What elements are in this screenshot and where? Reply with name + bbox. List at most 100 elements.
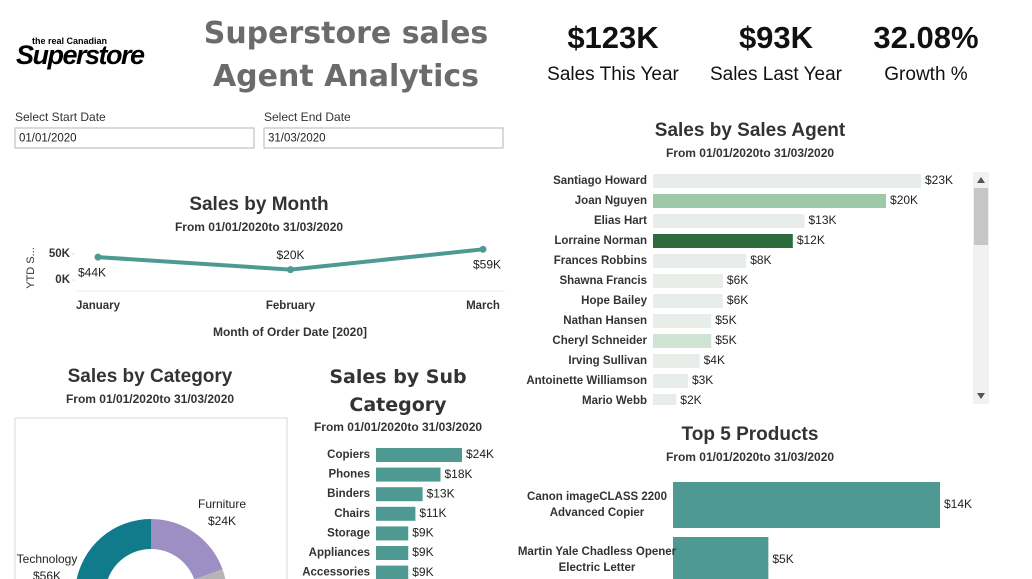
y-tick-label: 0K — [55, 274, 70, 286]
bar-label: Santiago Howard — [553, 175, 647, 187]
logo-tagline: the real Canadian — [32, 36, 108, 46]
slice-value: $24K — [208, 514, 236, 528]
kpi-value: $123K — [567, 20, 659, 55]
page-title: Superstore sales Agent Analytics — [203, 16, 489, 94]
value-label: $20K — [890, 193, 918, 207]
kpi-value: 32.08% — [873, 20, 978, 55]
scrollbar[interactable] — [973, 172, 989, 404]
bar-label: Elias Hart — [594, 215, 647, 227]
filter-value: 01/01/2020 — [19, 133, 77, 145]
bar-label: Chairs — [334, 508, 370, 520]
donut-slice — [76, 519, 151, 579]
filter-value: 31/03/2020 — [268, 133, 326, 145]
point — [479, 245, 487, 253]
bar-label: Shawna Francis — [559, 275, 647, 287]
value-label: $13K — [808, 213, 836, 227]
kpi-value: $93K — [739, 20, 814, 55]
bar-label: Martin Yale Chadless Opener Electric Let… — [517, 546, 677, 574]
value-label: $4K — [704, 353, 725, 367]
x-tick-label: March — [466, 300, 500, 312]
filter-label: Select Start Date — [15, 110, 106, 124]
logo: Superstore — [16, 40, 145, 70]
bar-label: Lorraine Norman — [554, 235, 647, 247]
value-label: $5K — [715, 313, 736, 327]
bar — [376, 467, 441, 482]
value-label: $9K — [412, 545, 433, 559]
bar — [653, 194, 887, 208]
kpi-label: Growth % — [884, 64, 968, 85]
bar-label: Mario Webb — [582, 395, 647, 407]
bar-label: Appliances — [309, 547, 370, 559]
bar — [673, 482, 940, 528]
bar-label: Frances Robbins — [554, 255, 647, 267]
x-tick-label: February — [266, 300, 316, 312]
date-input[interactable] — [14, 127, 255, 149]
value-label: $9K — [412, 565, 433, 579]
bar-label: Binders — [327, 488, 370, 500]
value-label: $3K — [692, 373, 713, 387]
bar — [376, 506, 416, 521]
value-label: $11K — [419, 506, 446, 520]
chart-title: Sales by Month — [189, 194, 328, 215]
bar — [653, 374, 688, 388]
value-label: $5K — [772, 552, 793, 566]
scroll-up[interactable] — [977, 177, 985, 183]
category-frame — [14, 417, 288, 579]
bar — [653, 234, 793, 248]
bar — [653, 354, 700, 368]
bar-label: Copiers — [327, 449, 370, 461]
filter-label: Select End Date — [264, 110, 351, 124]
bar-label: Phones — [328, 469, 370, 481]
chart-subtitle: From 01/01/2020to 31/03/2020 — [314, 420, 482, 434]
point — [287, 266, 294, 274]
bar-label: Irving Sullivan — [568, 355, 647, 367]
point — [94, 253, 102, 261]
bar — [376, 526, 409, 541]
value-label: $6K — [727, 293, 748, 307]
x-tick-label: January — [76, 300, 121, 312]
kpi-label: Sales This Year — [547, 64, 679, 85]
chart-title: Sales by Sub Category — [329, 366, 467, 416]
chart-title: Sales by Sales Agent — [655, 120, 846, 141]
agent-bars: Santiago Howard $23K Joan Nguyen $20K Elias … — [526, 173, 953, 407]
donut-slice — [195, 569, 226, 579]
value-label: $14K — [944, 497, 972, 511]
bar-label: Accessories — [302, 567, 370, 579]
bar — [653, 314, 712, 328]
value-label: $13K — [427, 486, 455, 500]
bar-label: Antoinette Williamson — [526, 375, 647, 387]
value-label: $8K — [750, 253, 771, 267]
donut-slice — [151, 519, 223, 579]
scroll-down[interactable] — [977, 393, 985, 399]
bar-label: Hope Bailey — [581, 295, 647, 307]
bar-label: Canon imageCLASS 2200 Advanced Copier — [527, 491, 667, 519]
chart-title: Top 5 Products — [682, 424, 819, 445]
chart-subtitle: From 01/01/2020to 31/03/2020 — [175, 220, 343, 234]
value-label: $2K — [680, 393, 701, 407]
bar-label: Joan Nguyen — [575, 195, 647, 207]
bar — [653, 334, 712, 348]
bar — [376, 487, 423, 502]
value-label: $6K — [727, 273, 748, 287]
value-label: $59K — [473, 257, 501, 271]
value-label: $23K — [925, 173, 953, 187]
scroll-thumb[interactable] — [974, 188, 988, 245]
bar — [653, 214, 805, 228]
value-label: $12K — [797, 233, 825, 247]
bar — [376, 448, 462, 462]
slice-label: Furniture — [198, 497, 246, 511]
x-axis-label: Month of Order Date [2020] — [213, 325, 367, 339]
value-label: $18K — [445, 467, 473, 481]
y-axis-label: YTD S... — [25, 247, 37, 289]
chart-subtitle: From 01/01/2020to 31/03/2020 — [666, 146, 834, 160]
kpi-label: Sales Last Year — [710, 64, 843, 85]
bar — [653, 294, 723, 308]
chart-subtitle: From 01/01/2020to 31/03/2020 — [666, 450, 834, 464]
date-input[interactable] — [263, 127, 504, 149]
slice-value: $56K — [33, 569, 61, 579]
bar — [376, 546, 409, 560]
bar-label: Cheryl Schneider — [552, 335, 647, 347]
value-label: $20K — [276, 248, 304, 262]
value-label: $5K — [715, 333, 736, 347]
